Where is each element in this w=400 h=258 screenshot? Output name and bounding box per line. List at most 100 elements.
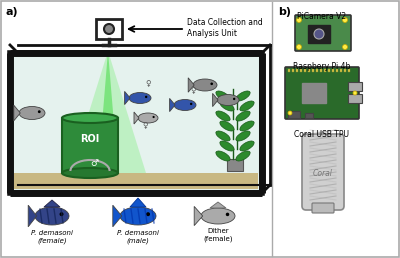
Bar	[328, 69, 330, 72]
Ellipse shape	[19, 107, 45, 119]
Ellipse shape	[288, 111, 292, 115]
Bar	[340, 69, 342, 72]
Ellipse shape	[216, 91, 230, 101]
Polygon shape	[213, 93, 218, 107]
Text: ♀: ♀	[190, 86, 196, 95]
Bar	[308, 69, 310, 72]
Ellipse shape	[193, 79, 217, 91]
Ellipse shape	[296, 44, 302, 50]
Ellipse shape	[220, 141, 234, 151]
Ellipse shape	[220, 121, 234, 131]
Ellipse shape	[174, 100, 196, 110]
Bar	[348, 69, 350, 72]
Ellipse shape	[240, 121, 254, 131]
Ellipse shape	[236, 131, 250, 141]
Ellipse shape	[60, 212, 64, 216]
Bar	[14, 57, 258, 189]
Polygon shape	[210, 202, 226, 208]
Bar	[300, 69, 302, 72]
Ellipse shape	[342, 44, 348, 50]
Text: ♂: ♂	[90, 159, 98, 168]
Ellipse shape	[353, 91, 357, 95]
Ellipse shape	[236, 111, 250, 121]
Polygon shape	[98, 51, 118, 173]
Ellipse shape	[216, 151, 230, 161]
Polygon shape	[130, 198, 146, 207]
Text: Coral USB TPU: Coral USB TPU	[294, 130, 350, 139]
Polygon shape	[188, 78, 194, 92]
Ellipse shape	[240, 101, 254, 111]
Bar	[308, 25, 330, 43]
Polygon shape	[194, 206, 203, 225]
Bar	[312, 69, 314, 72]
Bar	[304, 69, 306, 72]
FancyBboxPatch shape	[96, 19, 122, 39]
FancyBboxPatch shape	[295, 15, 351, 51]
Ellipse shape	[342, 18, 348, 22]
Bar	[14, 173, 258, 189]
Text: Data Collection and
Analysis Unit: Data Collection and Analysis Unit	[187, 18, 263, 38]
Text: Dither
(female): Dither (female)	[203, 228, 233, 242]
Bar	[227, 159, 243, 171]
Text: P. demasoni
(male): P. demasoni (male)	[117, 230, 159, 244]
Text: ♀: ♀	[145, 79, 151, 88]
Polygon shape	[70, 51, 146, 173]
Ellipse shape	[38, 110, 41, 113]
Bar	[324, 69, 326, 72]
Ellipse shape	[145, 96, 147, 98]
FancyBboxPatch shape	[302, 134, 344, 210]
Ellipse shape	[220, 101, 234, 111]
Ellipse shape	[129, 93, 151, 103]
Ellipse shape	[217, 94, 239, 106]
Polygon shape	[125, 91, 130, 104]
Text: a): a)	[6, 7, 19, 17]
Ellipse shape	[190, 103, 192, 105]
Bar	[10, 53, 262, 193]
Text: PiCamera V2: PiCamera V2	[298, 12, 346, 21]
Bar	[305, 113, 313, 118]
Ellipse shape	[216, 131, 230, 141]
Ellipse shape	[104, 24, 114, 34]
Ellipse shape	[62, 113, 118, 123]
Ellipse shape	[35, 207, 69, 225]
Ellipse shape	[236, 91, 250, 101]
Bar	[316, 69, 318, 72]
Bar	[302, 83, 326, 103]
Polygon shape	[134, 112, 139, 124]
Polygon shape	[14, 105, 20, 121]
Ellipse shape	[146, 212, 150, 216]
Bar	[320, 69, 322, 72]
Polygon shape	[170, 98, 175, 112]
Ellipse shape	[296, 18, 302, 22]
Bar	[348, 82, 362, 91]
Ellipse shape	[152, 116, 155, 118]
Text: ♀: ♀	[142, 121, 148, 130]
Ellipse shape	[62, 168, 118, 178]
Text: P. demasoni
(female): P. demasoni (female)	[31, 230, 73, 244]
Ellipse shape	[240, 141, 254, 151]
Bar	[296, 69, 298, 72]
Ellipse shape	[314, 29, 324, 39]
Text: ROI: ROI	[80, 134, 100, 144]
Bar	[288, 111, 300, 118]
Polygon shape	[44, 200, 60, 207]
Ellipse shape	[201, 208, 235, 224]
Text: b): b)	[278, 7, 291, 17]
Bar	[288, 69, 290, 72]
Ellipse shape	[216, 111, 230, 121]
Bar	[344, 69, 346, 72]
Bar	[336, 69, 338, 72]
Ellipse shape	[210, 83, 213, 85]
Ellipse shape	[226, 213, 229, 216]
Text: Coral: Coral	[313, 170, 333, 179]
FancyBboxPatch shape	[285, 67, 359, 119]
Bar	[292, 69, 294, 72]
Bar	[332, 69, 334, 72]
Ellipse shape	[138, 113, 158, 123]
Polygon shape	[113, 205, 122, 227]
Ellipse shape	[233, 98, 235, 100]
Bar	[348, 94, 362, 103]
Polygon shape	[28, 205, 37, 227]
Bar	[62, 118, 118, 173]
FancyBboxPatch shape	[312, 203, 334, 213]
